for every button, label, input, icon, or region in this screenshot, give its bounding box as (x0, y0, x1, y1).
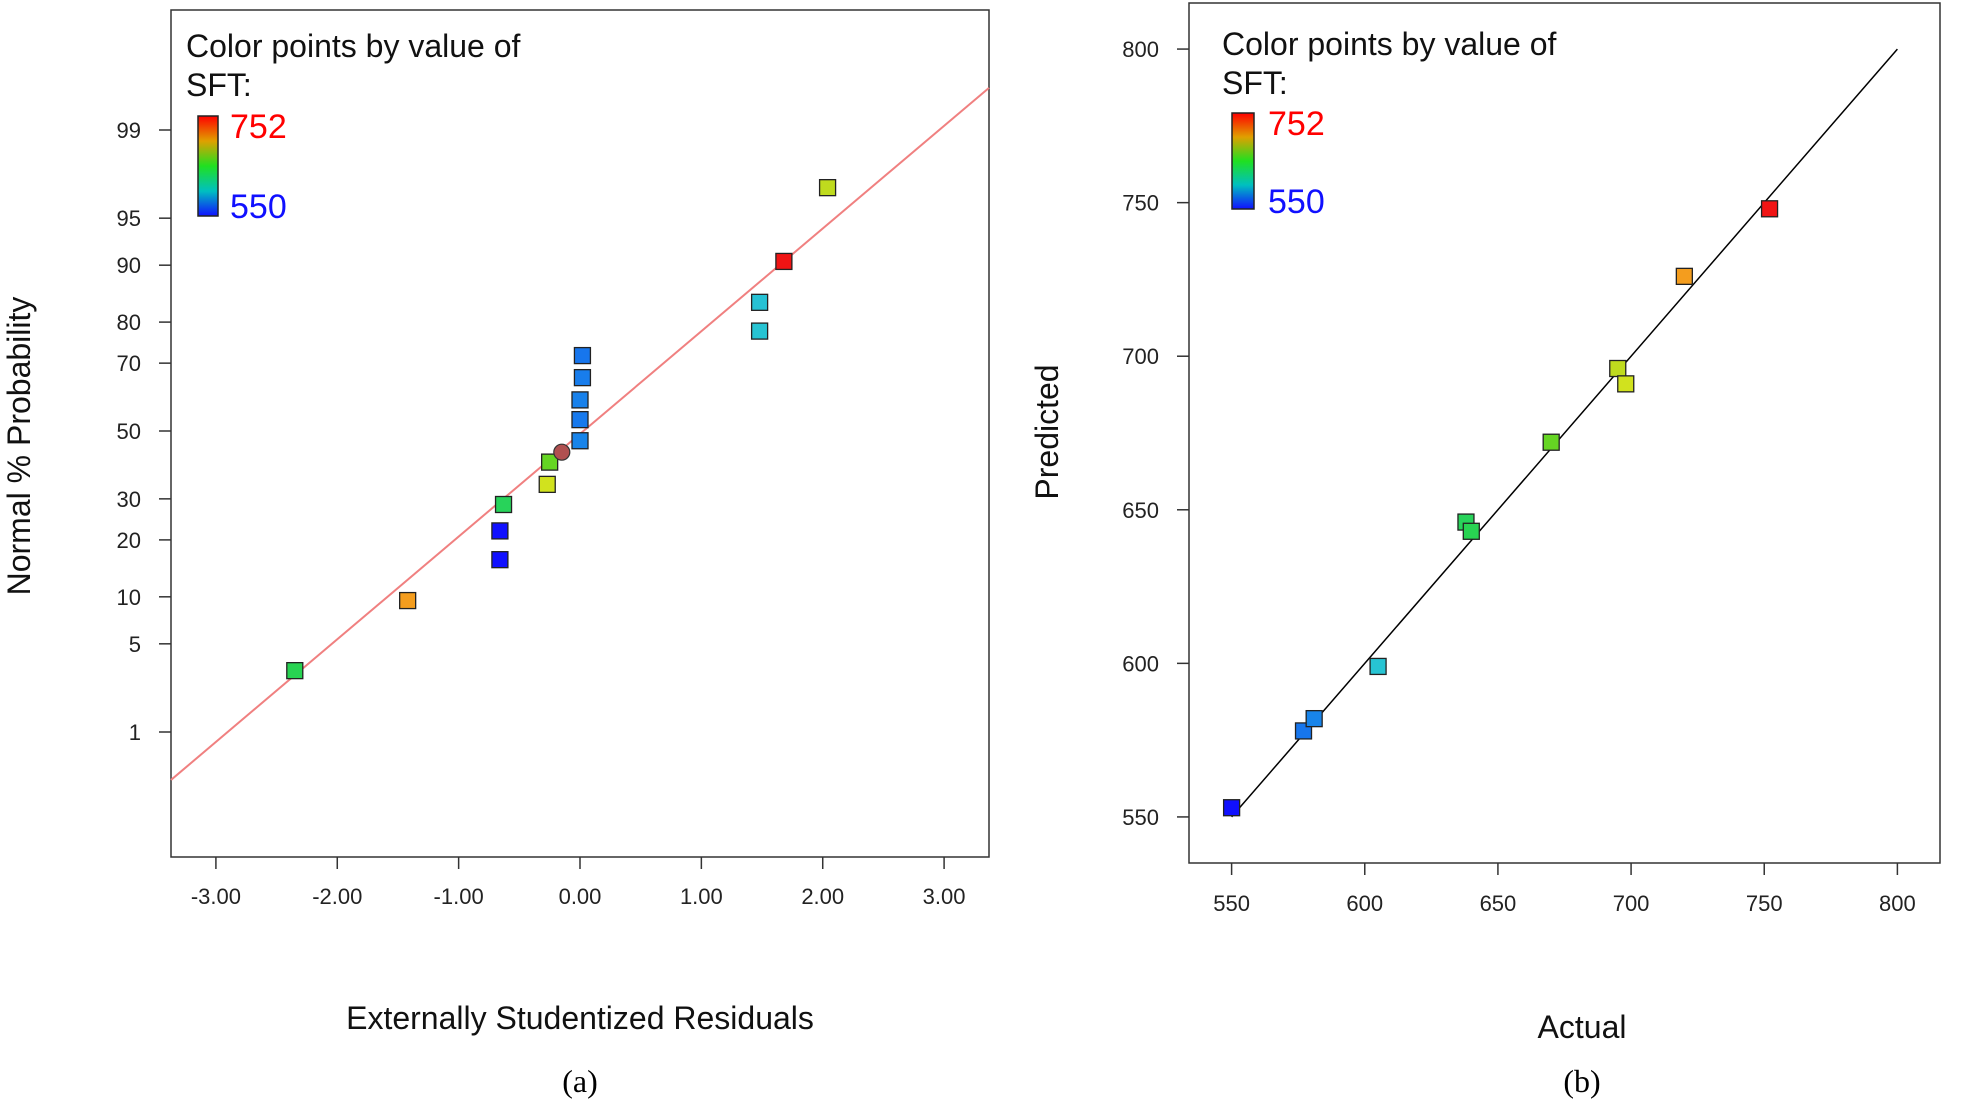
data-points (1222, 200, 1779, 817)
data-point (571, 391, 589, 409)
x-tick-label: 3.00 (923, 884, 966, 909)
x-tick-label: 1.00 (680, 884, 723, 909)
legend-title-line2: SFT: (186, 67, 252, 103)
y-tick-label: 10 (117, 585, 141, 610)
data-point (1222, 799, 1241, 817)
y-tick-label: 50 (117, 419, 141, 444)
y-tick-label: 750 (1122, 191, 1159, 216)
y-tick-label: 550 (1122, 805, 1159, 830)
reference-line-segment (1231, 48, 1898, 818)
y-tick-label: 90 (117, 253, 141, 278)
x-tick-label: -1.00 (434, 884, 484, 909)
normal-probability-plot: 1 5 10 20 30 50 70 80 90 95 99 -3.00 -2.00 -1.00 0.00… (1, 9, 990, 1099)
y-tick-label: 1 (129, 720, 141, 745)
x-axis-ticks: -3.00 -2.00 -1.00 0.00 1.00 2.00 3.00 (191, 857, 966, 909)
data-point (571, 410, 589, 429)
data-point (571, 432, 589, 450)
y-tick-label: 800 (1122, 37, 1159, 62)
x-tick-label: -2.00 (312, 884, 362, 909)
legend-title-line2: SFT: (1222, 65, 1288, 101)
x-axis-ticks: 550 600 650 700 750 800 (1213, 863, 1916, 916)
data-point (1462, 522, 1480, 540)
x-tick-label: 650 (1480, 891, 1517, 916)
data-point (1675, 267, 1693, 286)
data-point (775, 252, 793, 271)
y-tick-label: 5 (129, 632, 141, 657)
data-point (1369, 657, 1387, 676)
legend-title-line1: Color points by value of (186, 28, 521, 64)
color-scale-bar (197, 115, 219, 217)
data-point (491, 551, 509, 569)
data-point (553, 443, 571, 461)
data-point (573, 346, 592, 365)
y-tick-label: 99 (117, 118, 141, 143)
x-tick-label: 550 (1213, 891, 1250, 916)
x-tick-label: 750 (1746, 891, 1783, 916)
y-axis-ticks: 550 600 650 700 750 800 (1122, 37, 1189, 830)
reference-line (1231, 48, 1898, 818)
x-tick-label: -3.00 (191, 884, 241, 909)
data-point (494, 495, 513, 514)
y-axis-title: Normal % Probability (1, 297, 37, 596)
legend: Color points by value of SFT: 752 550 (186, 28, 521, 226)
data-point (286, 661, 304, 680)
data-points (286, 178, 837, 680)
panel-caption-a: (a) (562, 1063, 598, 1099)
y-tick-label: 30 (117, 487, 141, 512)
y-tick-label: 80 (117, 310, 141, 335)
x-tick-label: 800 (1879, 891, 1916, 916)
y-tick-label: 600 (1122, 651, 1159, 676)
y-tick-label: 70 (117, 351, 141, 376)
data-point (399, 591, 417, 610)
legend: Color points by value of SFT: 752 550 (1222, 26, 1557, 221)
legend-min-label: 550 (230, 188, 287, 226)
x-tick-label: 600 (1346, 891, 1383, 916)
x-tick-label: 700 (1613, 891, 1650, 916)
data-point (538, 475, 556, 494)
plot-frame (1188, 2, 1941, 864)
y-tick-label: 95 (117, 206, 141, 231)
data-point (818, 178, 837, 197)
color-scale-bar (1231, 112, 1255, 210)
data-point (541, 453, 559, 471)
y-tick-label: 650 (1122, 498, 1159, 523)
data-point (573, 368, 592, 387)
x-tick-label: 2.00 (801, 884, 844, 909)
data-point (1760, 200, 1779, 218)
x-axis-title: Actual (1538, 1009, 1627, 1045)
legend-title-line1: Color points by value of (1222, 26, 1557, 62)
data-point (750, 322, 769, 340)
y-axis-title: Predicted (1029, 364, 1065, 499)
data-point (750, 293, 769, 311)
data-point (1609, 359, 1627, 378)
data-point (1305, 709, 1323, 728)
x-tick-label: 0.00 (559, 884, 602, 909)
data-point (1542, 433, 1560, 451)
legend-min-label: 550 (1268, 183, 1325, 221)
data-point (1617, 375, 1635, 393)
y-tick-label: 20 (117, 528, 141, 553)
legend-max-label: 752 (230, 108, 287, 146)
data-point (491, 522, 509, 540)
predicted-vs-actual-plot: 550 600 650 700 750 800 550 600 650 700 750 800 Co… (1029, 2, 1941, 1099)
y-axis-ticks: 1 5 10 20 30 50 70 80 90 95 99 (117, 118, 171, 745)
x-axis-title: Externally Studentized Residuals (346, 1000, 814, 1036)
panel-caption-b: (b) (1563, 1063, 1600, 1099)
legend-max-label: 752 (1268, 105, 1325, 143)
y-tick-label: 700 (1122, 344, 1159, 369)
